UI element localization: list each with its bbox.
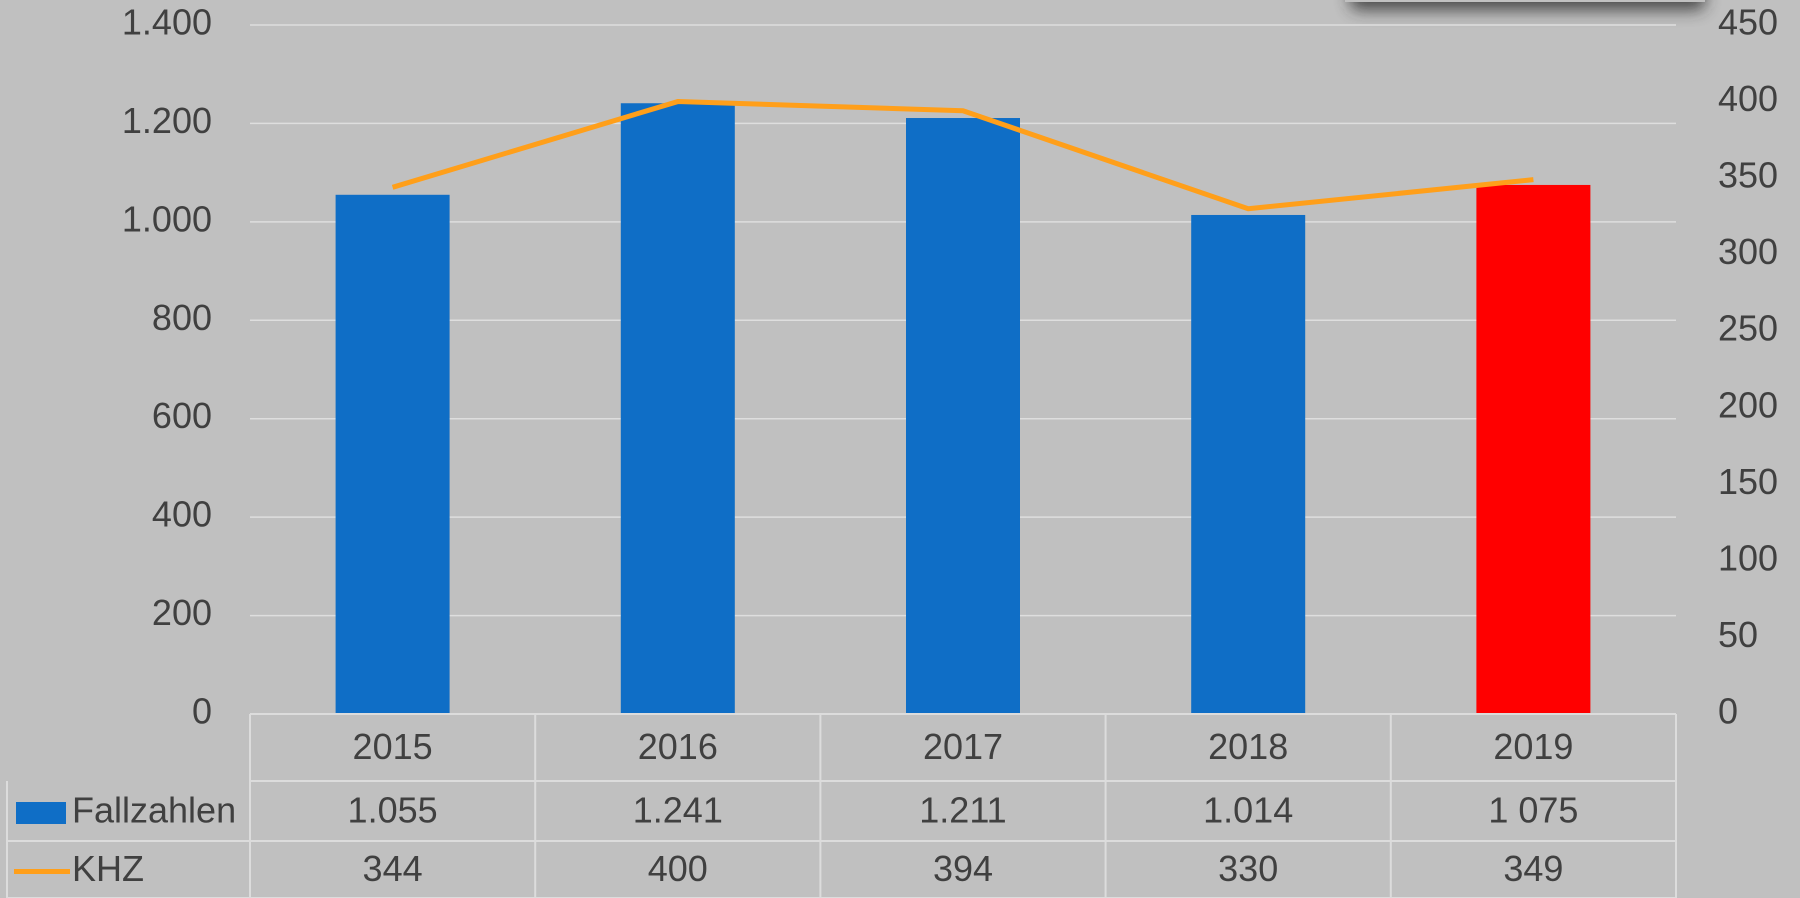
y2-tick-label: 300 [1718, 231, 1778, 272]
y2-tick-label: 0 [1718, 691, 1738, 732]
y-tick-label: 600 [152, 395, 212, 436]
legend-swatch [16, 802, 66, 824]
y2-tick-label: 100 [1718, 537, 1778, 578]
bar [1476, 184, 1591, 715]
y2-tick-label: 350 [1718, 155, 1778, 196]
y2-tick-label: 450 [1718, 2, 1778, 43]
legend-label: Fallzahlen [72, 790, 236, 831]
table-value: 1.014 [1203, 790, 1293, 831]
x-tick-label: 2019 [1493, 726, 1573, 767]
y-tick-label: 400 [152, 494, 212, 535]
table-value: 330 [1218, 848, 1278, 889]
y2-tick-label: 400 [1718, 78, 1778, 119]
y2-tick-label: 250 [1718, 308, 1778, 349]
y-tick-label: 200 [152, 592, 212, 633]
bar [906, 118, 1020, 714]
x-tick-label: 2017 [923, 726, 1003, 767]
y-tick-label: 0 [192, 691, 212, 732]
table-value: 1.055 [348, 790, 438, 831]
table-value: 400 [648, 848, 708, 889]
y2-tick-label: 150 [1718, 461, 1778, 502]
bar [620, 103, 735, 714]
legend-label: KHZ [72, 848, 144, 889]
table-value: 394 [933, 848, 993, 889]
table-value: 1.241 [633, 790, 723, 831]
y2-tick-label: 50 [1718, 614, 1758, 655]
x-tick-label: 2016 [638, 726, 718, 767]
y-tick-label: 1.200 [122, 100, 212, 141]
x-tick-label: 2015 [353, 726, 433, 767]
table-value: 1.211 [919, 790, 1006, 831]
table-value: 349 [1503, 848, 1563, 889]
y2-tick-label: 200 [1718, 384, 1778, 425]
x-tick-label: 2018 [1208, 726, 1288, 767]
table-value: 1 075 [1488, 790, 1578, 831]
y-tick-label: 800 [152, 297, 212, 338]
line [391, 99, 1534, 212]
overlay-shadow [1350, 0, 1705, 10]
overlay-box [1345, 0, 1705, 2]
y-tick-label: 1.400 [122, 2, 212, 43]
bar [335, 194, 450, 714]
table-value: 344 [363, 848, 423, 889]
bar [1191, 214, 1306, 714]
y-tick-label: 1.000 [122, 198, 212, 239]
